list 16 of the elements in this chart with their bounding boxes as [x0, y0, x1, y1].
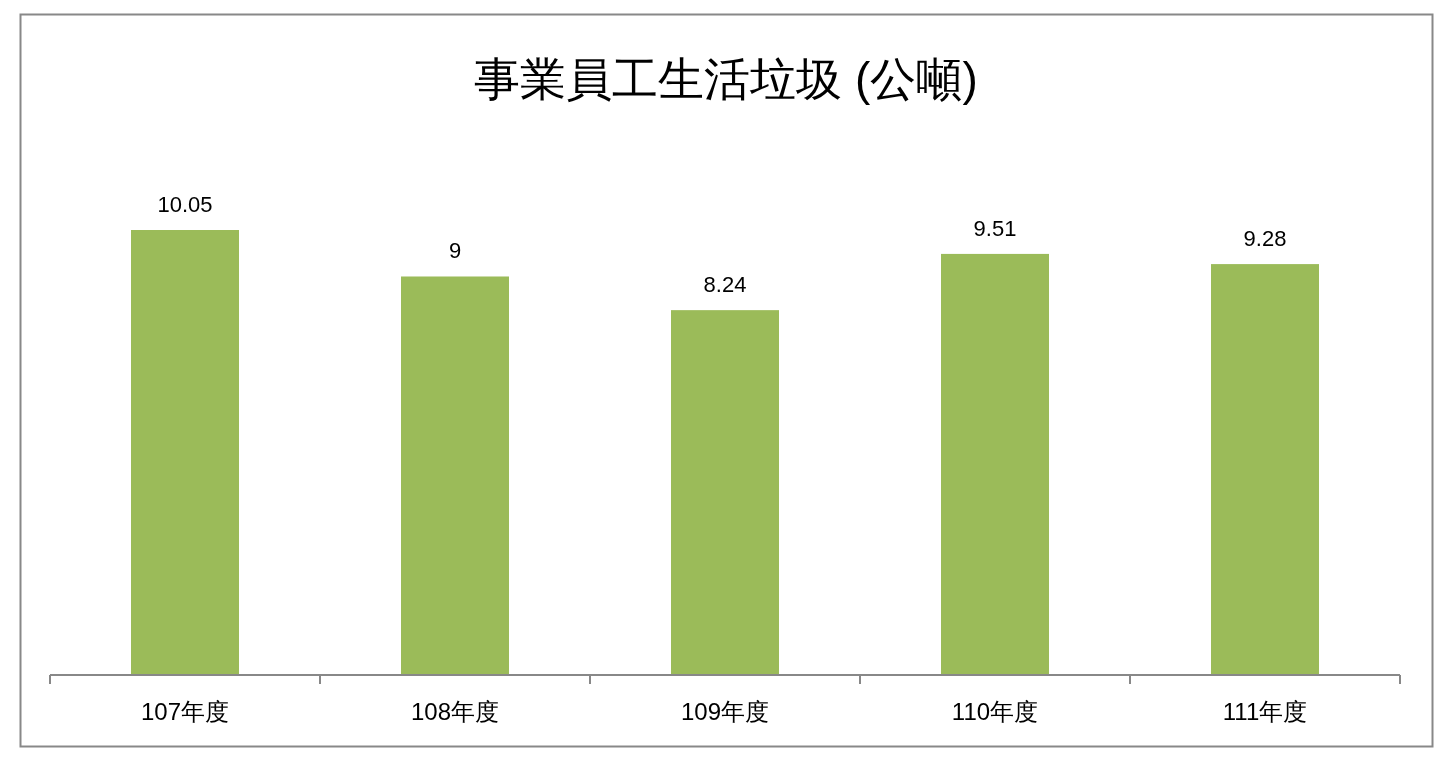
bar — [671, 310, 779, 675]
bar — [1211, 264, 1319, 675]
x-tick-label: 110年度 — [951, 698, 1039, 725]
data-label: 9 — [448, 238, 462, 264]
data-label: 9.28 — [1243, 226, 1287, 252]
data-label: 8.24 — [703, 272, 747, 298]
bar — [401, 276, 509, 675]
data-label: 10.05 — [157, 192, 213, 217]
data-label: 9.51 — [973, 215, 1017, 241]
x-tick-label: 111年度 — [1222, 698, 1308, 725]
x-tick-label: 109年度 — [680, 698, 770, 725]
chart-title: 事業員工生活垃圾 (公噸) — [474, 53, 978, 105]
x-tick-label: 107年度 — [140, 698, 230, 725]
bar — [941, 253, 1049, 675]
x-tick-label: 108年度 — [410, 698, 500, 725]
bar — [131, 230, 239, 675]
